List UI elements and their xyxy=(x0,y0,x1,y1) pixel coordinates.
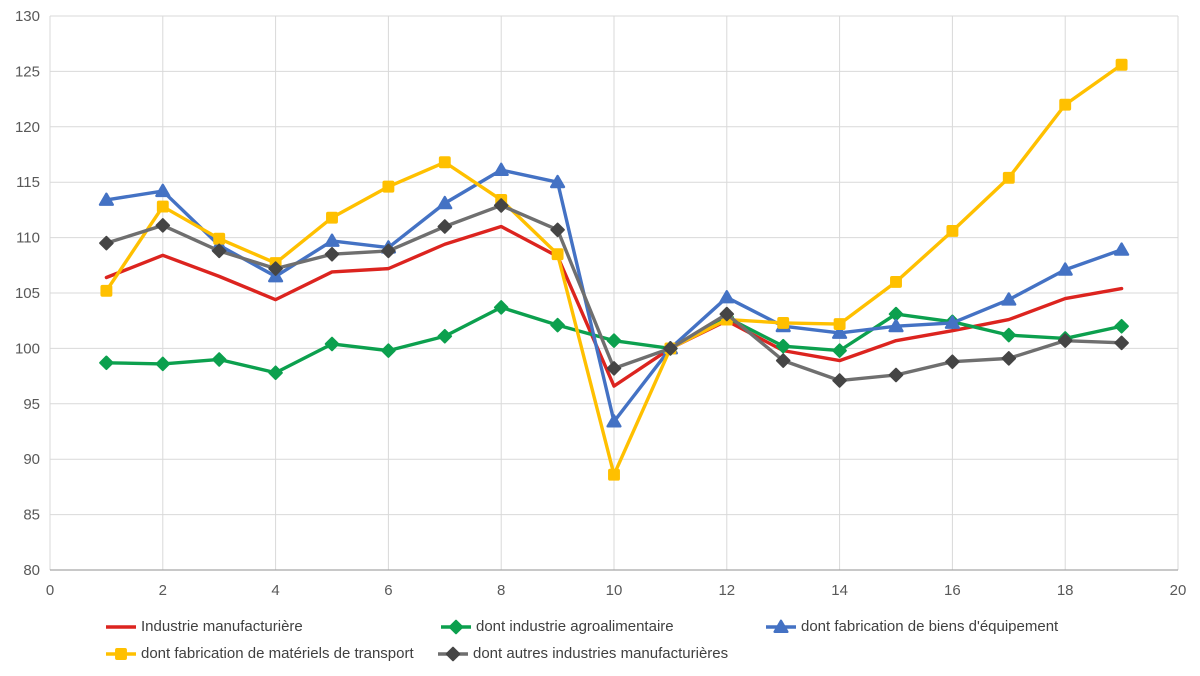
x-axis-tick-label: 14 xyxy=(831,582,848,599)
y-axis-tick-label: 100 xyxy=(15,340,40,357)
data-point-marker xyxy=(326,211,338,224)
data-point-marker xyxy=(268,261,283,276)
data-point-marker xyxy=(324,233,340,247)
data-point-marker xyxy=(551,248,564,261)
data-point-marker xyxy=(663,341,678,356)
data-point-marker xyxy=(1057,333,1073,348)
data-point-marker xyxy=(1114,242,1130,256)
x-axis-tick-label: 10 xyxy=(606,582,623,599)
data-point-marker xyxy=(211,243,227,259)
x-axis-tick-label: 20 xyxy=(1170,582,1187,599)
data-point-marker xyxy=(775,353,791,368)
data-point-marker xyxy=(775,338,791,354)
y-axis-tick-label: 85 xyxy=(23,507,40,524)
data-point-marker xyxy=(98,192,114,206)
data-point-marker xyxy=(155,183,171,198)
data-point-marker xyxy=(777,316,790,329)
x-axis-tick-label: 12 xyxy=(718,582,735,599)
data-point-marker xyxy=(888,318,904,333)
data-point-marker xyxy=(437,195,453,210)
data-point-marker xyxy=(324,246,340,262)
y-axis-tick-label: 90 xyxy=(23,451,40,468)
data-point-marker xyxy=(832,373,847,388)
data-point-marker xyxy=(719,290,735,304)
data-point-marker xyxy=(324,336,340,352)
data-point-marker xyxy=(1001,327,1017,343)
data-point-marker xyxy=(437,328,453,344)
data-point-marker xyxy=(155,356,171,372)
data-point-marker xyxy=(606,361,622,376)
y-axis-labels: 80 85 90 95 100 105 110 115 120 125 130 xyxy=(15,8,40,579)
data-point-marker xyxy=(1114,335,1129,351)
data-point-marker xyxy=(381,343,396,358)
y-axis-tick-label: 130 xyxy=(15,8,40,25)
data-point-marker xyxy=(99,355,114,371)
data-point-marker xyxy=(890,275,902,288)
data-point-marker xyxy=(99,235,114,251)
data-point-marker xyxy=(268,365,283,381)
data-point-marker xyxy=(832,343,847,358)
data-point-marker xyxy=(606,333,622,348)
data-point-marker xyxy=(946,225,959,237)
series-line-0 xyxy=(104,224,1124,388)
y-axis-tick-label: 125 xyxy=(15,63,40,80)
data-point-marker xyxy=(493,300,509,315)
y-axis-tick-label: 115 xyxy=(16,174,40,191)
data-point-marker xyxy=(381,243,396,259)
data-point-marker xyxy=(493,198,509,213)
data-point-marker xyxy=(437,219,453,234)
data-point-marker xyxy=(1057,262,1073,276)
data-point-marker xyxy=(832,325,848,339)
x-axis-tick-label: 0 xyxy=(46,582,54,599)
data-point-marker xyxy=(382,180,395,193)
data-point-marker xyxy=(719,306,735,322)
y-axis-tick-label: 120 xyxy=(15,119,40,136)
data-point-marker xyxy=(550,222,565,238)
data-point-marker xyxy=(211,352,227,367)
y-axis-tick-label: 110 xyxy=(16,230,40,247)
x-axis-tick-label: 8 xyxy=(497,582,505,599)
data-point-marker xyxy=(100,284,113,297)
x-axis-tick-label: 18 xyxy=(1057,582,1074,599)
series-4 xyxy=(99,198,1129,388)
data-point-marker xyxy=(945,354,960,369)
y-axis-tick-label: 80 xyxy=(23,562,40,579)
data-point-marker xyxy=(438,156,451,169)
y-axis-tick-label: 95 xyxy=(23,396,40,413)
series-0 xyxy=(104,224,1124,388)
data-point-marker xyxy=(1001,351,1017,366)
data-point-marker xyxy=(155,218,171,233)
x-axis-tick-label: 6 xyxy=(384,582,392,599)
data-point-marker xyxy=(1059,98,1072,111)
data-point-marker xyxy=(213,232,226,245)
data-point-marker xyxy=(550,317,565,333)
data-point-marker xyxy=(606,414,622,428)
data-point-marker xyxy=(944,315,960,329)
data-point-marker xyxy=(608,468,620,481)
x-axis-tick-label: 2 xyxy=(159,582,167,599)
x-axis-tick-label: 16 xyxy=(944,582,961,599)
x-axis-tick-label: 4 xyxy=(271,582,279,599)
data-point-marker xyxy=(888,367,904,383)
data-point-marker xyxy=(493,162,509,177)
data-point-marker xyxy=(833,318,846,330)
data-point-marker xyxy=(1002,171,1015,184)
data-point-marker xyxy=(1001,292,1017,306)
data-point-marker xyxy=(550,174,566,189)
gridlines xyxy=(49,15,1179,570)
data-point-marker xyxy=(156,200,169,213)
data-point-marker xyxy=(1114,318,1129,334)
y-axis-tick-label: 105 xyxy=(15,285,40,302)
x-axis-labels: 0 2 4 6 8 10 12 14 16 18 20 xyxy=(46,582,1187,599)
data-point-marker xyxy=(1115,58,1128,71)
